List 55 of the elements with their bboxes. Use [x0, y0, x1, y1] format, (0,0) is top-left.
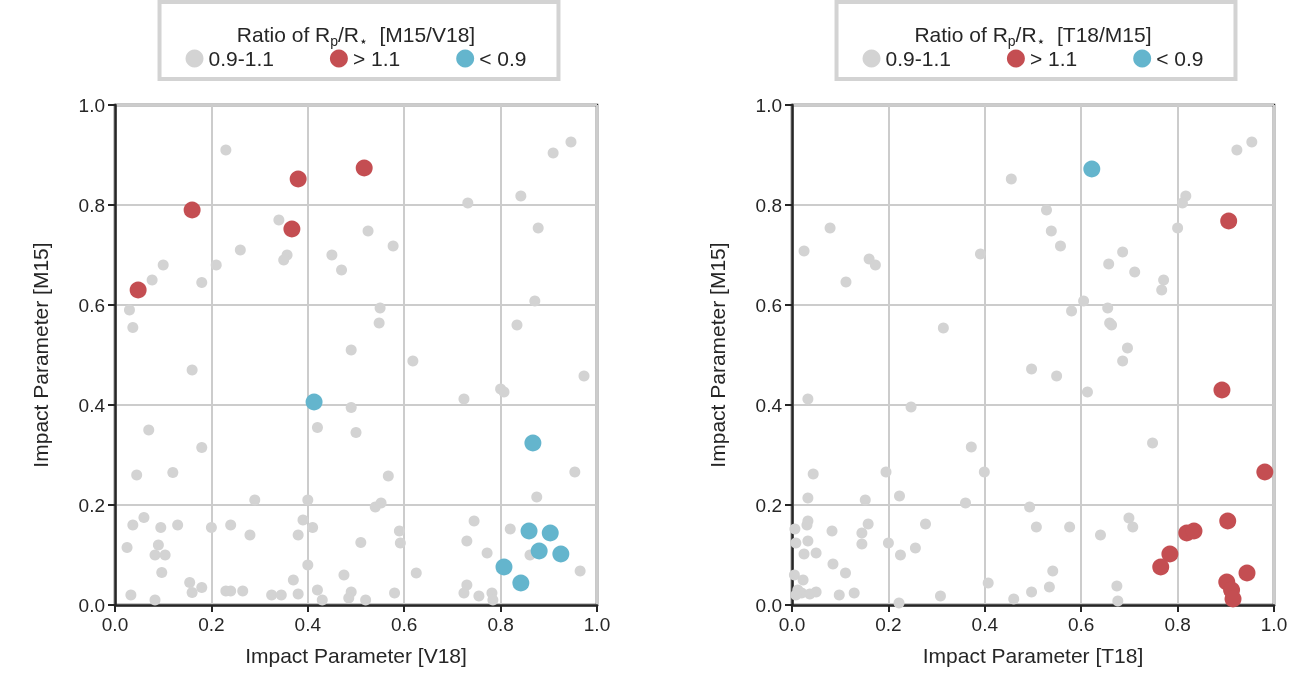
point — [524, 434, 542, 452]
point — [1161, 545, 1179, 563]
x-tick-label: 0.8 — [1164, 614, 1191, 635]
point — [129, 281, 147, 299]
y-tick-label: 0.2 — [78, 494, 105, 516]
y-tick-label: 0.6 — [78, 294, 105, 316]
point — [289, 170, 307, 188]
point — [1083, 160, 1101, 178]
y-tick-label: 0.8 — [78, 194, 105, 216]
x-tick-label: 1.0 — [583, 614, 611, 635]
legend-label: < 0.9 — [1156, 47, 1204, 70]
y-axis-title: Impact Parameter [M15] — [706, 242, 729, 468]
point — [541, 524, 559, 542]
x-tick-label: 0.0 — [101, 614, 129, 635]
x-tick-label: 0.6 — [390, 614, 418, 635]
x-axis-title: Impact Parameter [T18] — [922, 644, 1144, 667]
x-tick-label: 0.0 — [778, 614, 806, 635]
x-tick-label: 0.6 — [1067, 614, 1095, 635]
y-tick-label: 0.4 — [78, 394, 106, 416]
y-tick-label: 0.6 — [755, 294, 782, 316]
point — [495, 558, 513, 576]
point — [1152, 558, 1170, 576]
legend-label: 0.9-1.1 — [208, 47, 274, 70]
legend-label: < 0.9 — [479, 47, 527, 70]
legend-label: > 1.1 — [1029, 47, 1078, 70]
point — [1238, 564, 1256, 582]
point — [1213, 381, 1231, 399]
point — [1219, 512, 1237, 530]
x-tick-label: 0.2 — [198, 614, 225, 635]
point — [530, 542, 548, 560]
legend-label: 0.9-1.1 — [885, 47, 951, 70]
point — [305, 393, 323, 411]
x-tick-label: 0.2 — [875, 614, 902, 635]
y-tick-label: 1.0 — [78, 94, 105, 116]
x-axis-title: Impact Parameter [V18] — [245, 644, 467, 667]
x-tick-label: 0.4 — [971, 614, 999, 635]
point — [1256, 463, 1274, 481]
x-tick-label: 0.4 — [294, 614, 322, 635]
point — [183, 201, 201, 219]
y-tick-label: 0.0 — [78, 594, 105, 616]
point — [283, 220, 301, 238]
point — [520, 522, 538, 540]
y-tick-label: 1.0 — [755, 94, 782, 116]
y-tick-label: 0.2 — [755, 494, 782, 516]
point — [355, 159, 373, 177]
x-tick-label: 1.0 — [1260, 614, 1288, 635]
legend-label: > 1.1 — [352, 47, 401, 70]
y-axis-title: Impact Parameter [M15] — [29, 242, 52, 468]
x-tick-label: 0.8 — [487, 614, 514, 635]
y-tick-label: 0.0 — [755, 594, 782, 616]
y-tick-label: 0.8 — [755, 194, 782, 216]
point — [512, 574, 530, 592]
point — [1220, 212, 1238, 230]
point — [552, 545, 570, 563]
y-tick-label: 0.4 — [755, 394, 783, 416]
